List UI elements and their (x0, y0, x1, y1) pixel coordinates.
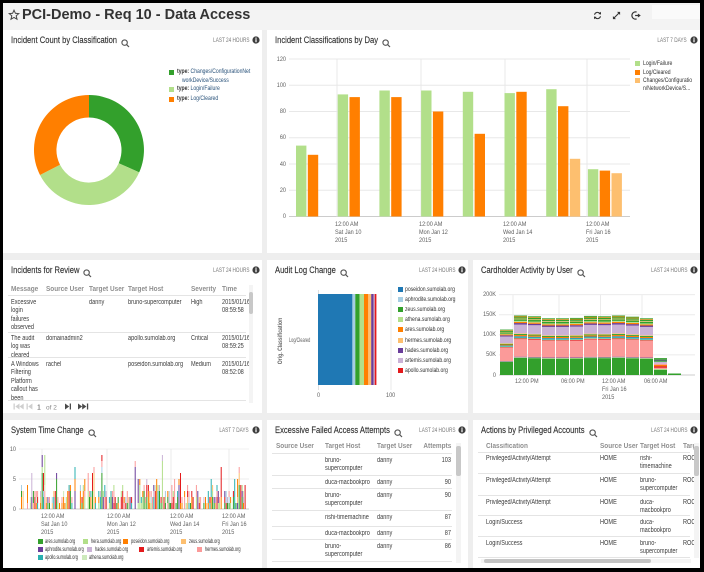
svg-text:of 2: of 2 (46, 404, 57, 411)
svg-text:1: 1 (37, 404, 41, 411)
